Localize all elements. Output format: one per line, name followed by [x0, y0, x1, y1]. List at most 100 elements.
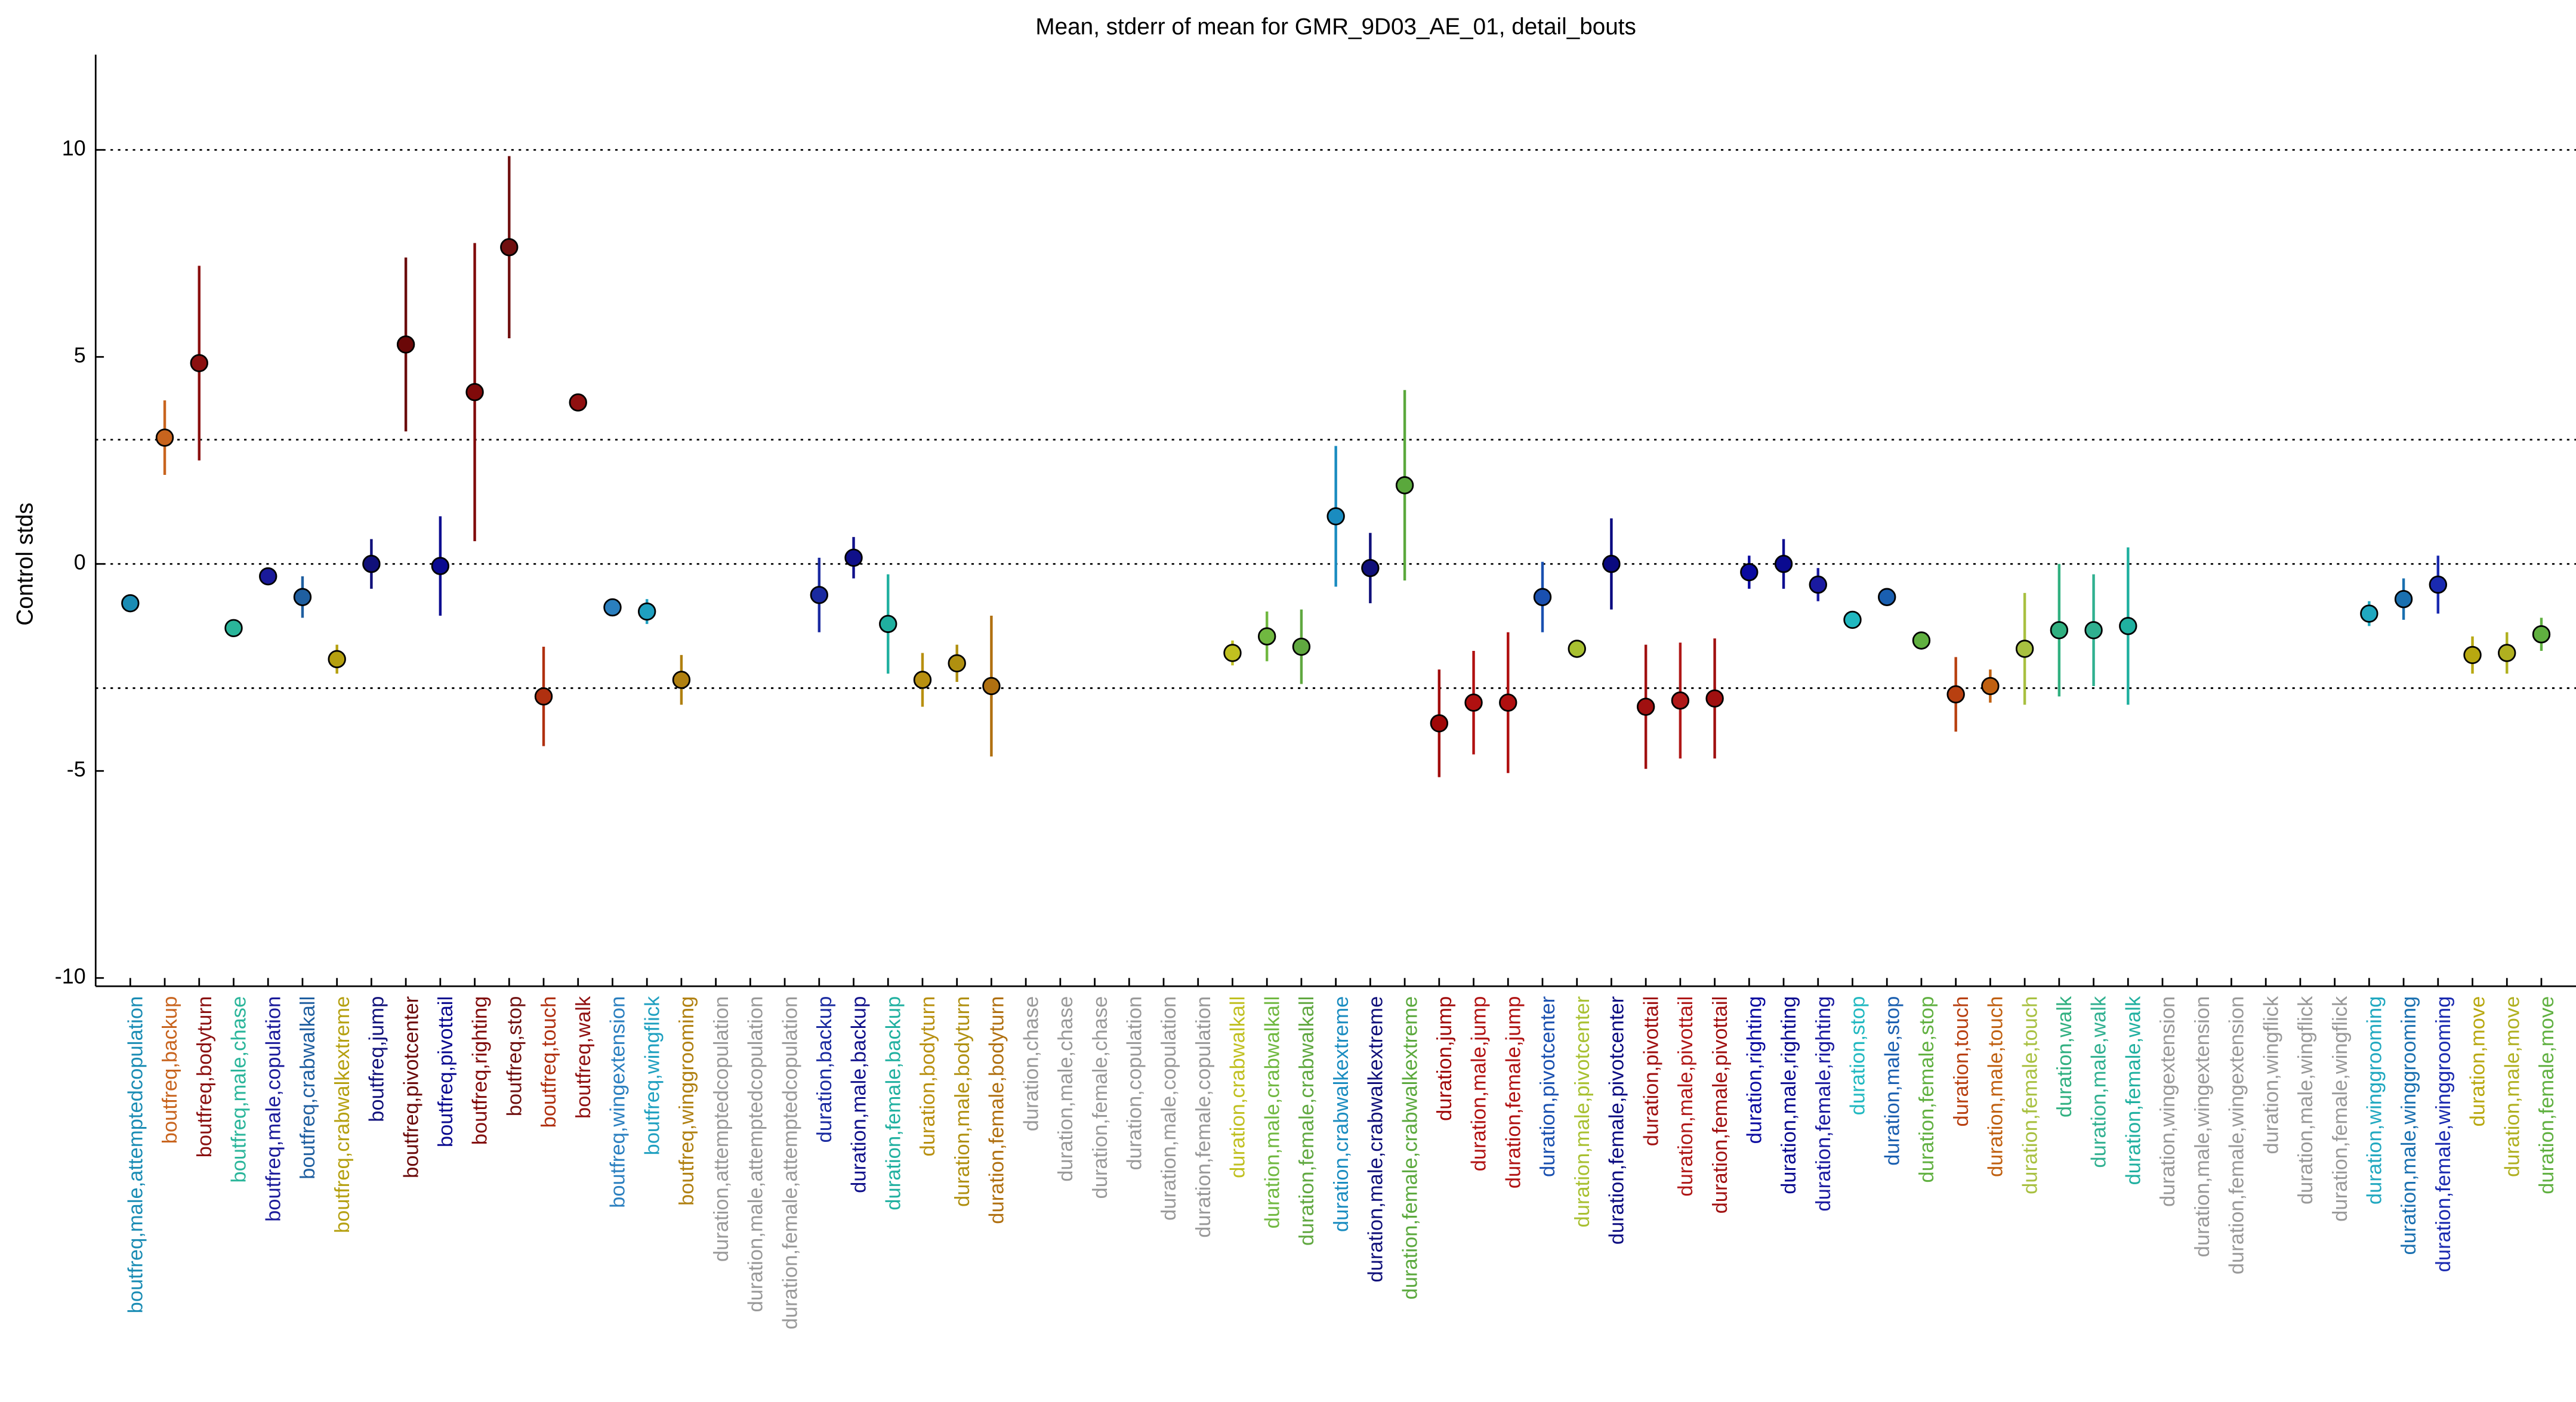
x-tick-label: duration,jump — [1433, 996, 1456, 1121]
mean-marker — [637, 602, 656, 621]
mean-marker — [672, 671, 691, 689]
mean-marker — [913, 671, 932, 689]
mean-marker — [2394, 590, 2413, 609]
mean-marker — [1843, 610, 1862, 629]
mean-marker — [534, 687, 553, 706]
x-tick-label: duration,female,crabwalkall — [1295, 996, 1318, 1246]
x-tick-label: duration,male,bodyturn — [951, 996, 974, 1207]
mean-marker — [1774, 555, 1793, 573]
x-tick-label: duration,male,wingextension — [2191, 996, 2214, 1258]
mean-marker — [844, 548, 863, 567]
mean-marker — [1602, 555, 1621, 573]
x-tick-label: boutfreq,stop — [503, 996, 526, 1117]
x-tick-label: duration,female,walk — [2122, 996, 2145, 1185]
mean-marker — [1809, 575, 1827, 594]
y-tick-label: 5 — [74, 343, 86, 368]
mean-marker — [2015, 640, 2034, 658]
x-tick-label: duration,copulation — [1123, 996, 1146, 1171]
mean-marker — [1705, 689, 1724, 708]
mean-marker — [1568, 640, 1586, 658]
mean-marker — [1292, 637, 1311, 656]
mean-marker — [1878, 588, 1896, 606]
mean-marker — [465, 383, 484, 402]
x-tick-label: duration,female,chase — [1089, 996, 1112, 1199]
mean-marker — [603, 598, 622, 617]
mean-marker — [1326, 507, 1345, 526]
mean-marker — [259, 567, 277, 586]
x-tick-label: duration,move — [2467, 996, 2489, 1127]
mean-marker — [1258, 627, 1276, 646]
mean-marker — [1912, 631, 1931, 650]
x-tick-label: boutfreq,pivotcenter — [400, 996, 422, 1178]
x-tick-label: duration,male,pivotcenter — [1571, 996, 1594, 1228]
x-tick-label: duration,female,backup — [882, 996, 905, 1210]
x-tick-label: duration,male,copulation — [1158, 996, 1180, 1221]
mean-marker — [328, 650, 346, 669]
x-tick-label: duration,female,move — [2535, 996, 2558, 1194]
mean-marker — [190, 354, 208, 372]
x-tick-label: duration,male,walk — [2088, 996, 2111, 1168]
x-tick-label: duration,female,wingextension — [2226, 996, 2248, 1274]
x-tick-label: duration,walk — [2053, 996, 2076, 1117]
mean-marker — [1636, 697, 1655, 716]
x-tick-label: duration,female,stop — [1915, 996, 1938, 1183]
mean-marker — [431, 557, 450, 575]
mean-marker — [362, 555, 381, 573]
y-tick-label: -5 — [67, 757, 86, 782]
x-tick-label: duration,male,touch — [1985, 996, 2007, 1177]
mean-marker — [1981, 677, 2000, 696]
mean-marker — [569, 393, 587, 412]
x-tick-label: duration,male,chase — [1054, 996, 1077, 1182]
mean-marker — [1395, 476, 1414, 495]
mean-marker — [2084, 621, 2103, 640]
x-tick-label: duration,female,pivotcenter — [1606, 996, 1628, 1245]
mean-marker — [1499, 693, 1517, 712]
mean-marker — [948, 654, 966, 673]
mean-marker — [2532, 625, 2551, 644]
x-tick-label: boutfreq,righting — [469, 996, 492, 1145]
mean-marker — [293, 588, 312, 606]
x-tick-label: boutfreq,crabwalkextreme — [331, 996, 354, 1233]
x-tick-label: boutfreq,touch — [538, 996, 560, 1128]
mean-marker — [500, 238, 519, 257]
x-tick-label: duration,righting — [1744, 996, 1766, 1144]
x-tick-label: duration,wingextension — [2157, 996, 2179, 1207]
x-tick-label: boutfreq,jump — [366, 996, 388, 1122]
x-tick-label: duration,female,jump — [1502, 996, 1525, 1188]
mean-marker — [1430, 714, 1449, 733]
x-tick-label: duration,female,winggrooming — [2432, 996, 2455, 1273]
x-tick-label: duration,chase — [1020, 996, 1042, 1132]
x-tick-label: duration,male,winggrooming — [2398, 996, 2420, 1255]
x-tick-label: boutfreq,male,attemptedcopulation — [125, 996, 147, 1314]
x-tick-label: duration,bodyturn — [917, 996, 939, 1157]
mean-marker — [396, 335, 415, 354]
mean-marker — [155, 428, 174, 447]
mean-marker — [2360, 604, 2378, 623]
x-tick-label: duration,pivotcenter — [1537, 996, 1559, 1177]
x-tick-label: duration,crabwalkextreme — [1330, 996, 1353, 1232]
x-tick-label: duration,attemptedcopulation — [710, 996, 733, 1262]
x-tick-label: duration,female,pivottail — [1709, 996, 1732, 1214]
mean-marker — [2429, 575, 2447, 594]
mean-marker — [810, 586, 829, 604]
x-tick-label: duration,male,stop — [1881, 996, 1904, 1166]
x-tick-label: duration,female,bodyturn — [986, 996, 1008, 1224]
mean-marker — [1223, 644, 1242, 662]
x-tick-label: boutfreq,male,copulation — [262, 996, 285, 1222]
mean-marker — [982, 677, 1001, 696]
x-tick-label: boutfreq,male,chase — [228, 996, 251, 1183]
x-tick-label: boutfreq,crabwalkall — [297, 996, 319, 1179]
x-tick-label: duration,pivottail — [1640, 996, 1662, 1146]
x-tick-label: boutfreq,walk — [572, 996, 595, 1119]
x-tick-label: duration,male,righting — [1778, 996, 1800, 1194]
x-tick-label: duration,male,attemptedcopulation — [745, 996, 767, 1313]
x-tick-label: duration,female,crabwalkextreme — [1399, 996, 1421, 1300]
x-tick-label: duration,male,backup — [848, 996, 871, 1193]
mean-marker — [224, 619, 243, 638]
mean-marker — [1946, 685, 1965, 704]
x-tick-label: boutfreq,wingextension — [607, 996, 630, 1208]
mean-marker — [1671, 691, 1690, 710]
x-tick-label: duration,female,wingflick — [2329, 996, 2352, 1222]
